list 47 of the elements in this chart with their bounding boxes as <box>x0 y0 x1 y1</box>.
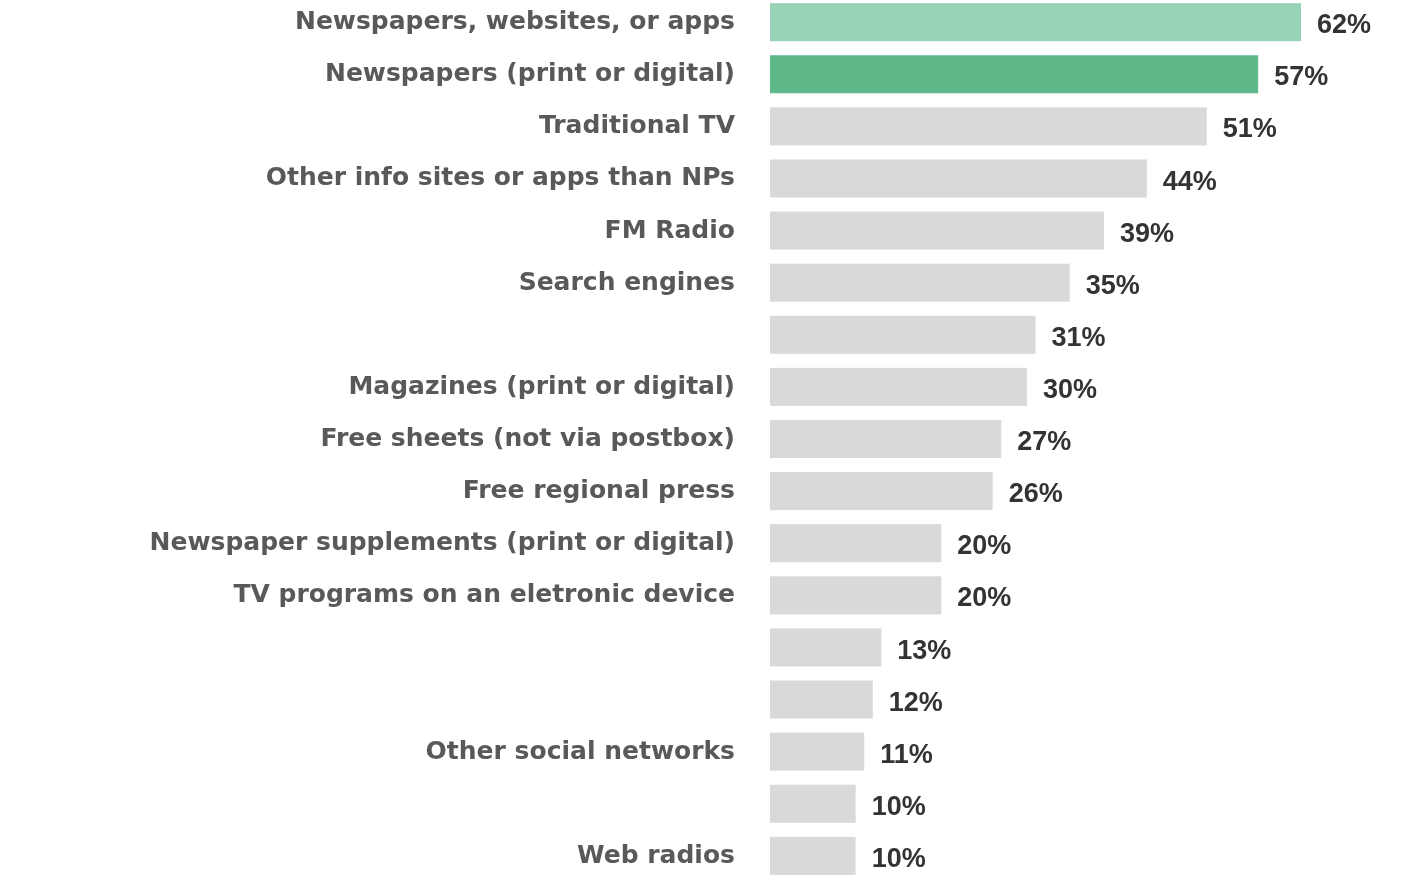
bar <box>770 836 856 875</box>
y-tick-label: Other social networks <box>425 735 735 765</box>
bar <box>770 367 1027 406</box>
y-tick-label: FM Radio <box>604 214 735 244</box>
bar <box>770 55 1259 94</box>
data-label: 12% <box>888 686 943 717</box>
bar <box>770 472 993 511</box>
bar <box>770 680 873 719</box>
data-label: 10% <box>871 790 926 821</box>
bar <box>770 211 1105 250</box>
bar <box>770 524 942 563</box>
data-label: 13% <box>897 634 952 665</box>
bar <box>770 576 942 615</box>
bar <box>770 628 882 667</box>
y-tick-label: Newspapers (print or digital) <box>324 58 735 88</box>
bar <box>770 315 1036 354</box>
y-tick-label: Traditional TV <box>538 110 736 140</box>
data-label: 30% <box>1042 374 1097 405</box>
bar <box>770 263 1070 302</box>
data-label: 51% <box>1222 113 1277 144</box>
y-tick-label: TV programs on an eletronic device <box>233 579 735 609</box>
data-label: 35% <box>1085 269 1140 300</box>
data-label: 62% <box>1317 9 1372 40</box>
y-tick-label: Free regional press <box>462 475 735 505</box>
y-tick-label: Search engines <box>518 266 735 296</box>
data-label: 20% <box>957 582 1012 613</box>
y-tick-label: Web radios <box>577 839 735 869</box>
data-label: 11% <box>880 738 933 769</box>
bar <box>770 3 1301 42</box>
bar <box>770 784 856 823</box>
data-label: 57% <box>1274 61 1329 92</box>
bar <box>770 107 1207 146</box>
bar <box>770 159 1147 198</box>
y-tick-label: Newspaper supplements (print or digital) <box>149 527 735 557</box>
data-label: 44% <box>1162 165 1217 196</box>
bar <box>770 732 865 771</box>
data-label: 20% <box>957 530 1012 561</box>
data-label: 10% <box>871 842 926 873</box>
y-tick-label: Magazines (print or digital) <box>348 370 735 400</box>
data-label: 26% <box>1008 478 1063 509</box>
data-label: 31% <box>1051 321 1106 352</box>
bar <box>770 419 1002 459</box>
y-tick-label: Free sheets (not via postbox) <box>320 423 735 452</box>
y-tick-label: Other info sites or apps than NPs <box>265 162 735 192</box>
y-tick-label: Newspapers, websites, or apps <box>294 6 735 36</box>
data-label: 39% <box>1120 217 1175 248</box>
data-label: 27% <box>1017 426 1072 457</box>
